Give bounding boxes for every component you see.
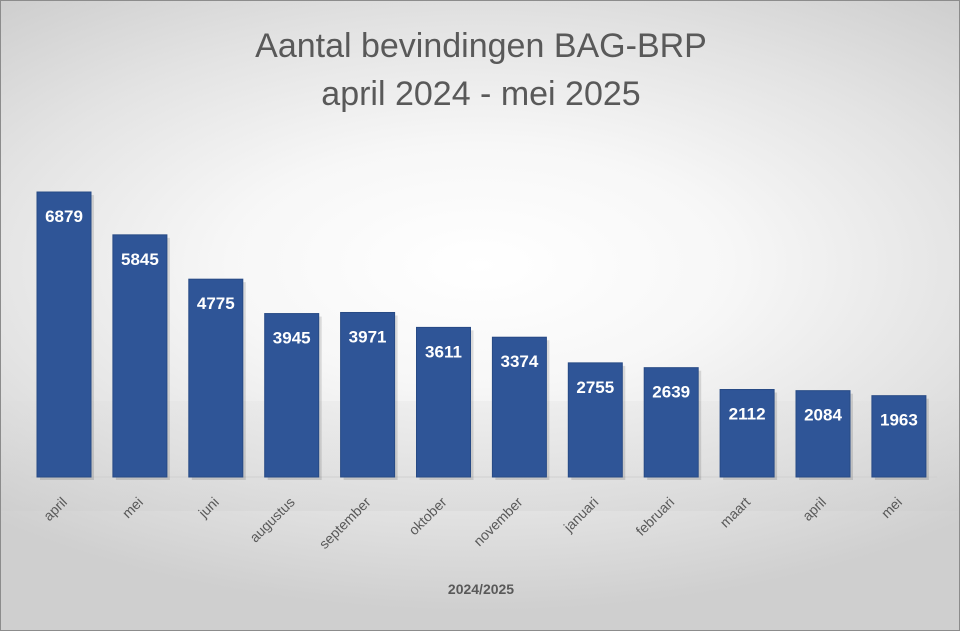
data-label-11: 1963 [880,411,918,430]
x-axis-label: 2024/2025 [447,581,515,597]
data-label-8: 2639 [652,383,690,402]
data-label-4: 3971 [349,327,387,346]
bar-5 [416,326,471,478]
bar-6 [491,336,547,478]
bar-7 [567,362,623,478]
x-tick-label-6: november [470,494,526,550]
bar-2 [188,278,244,478]
bar-0 [36,191,92,478]
data-label-0: 6879 [45,207,83,226]
data-label-3: 3945 [273,329,311,348]
data-label-7: 2755 [576,378,614,397]
x-tick-label-11: mei [878,494,905,521]
x-tick-label-0: april [40,494,70,524]
bar-1 [112,234,168,478]
bar-10 [795,390,851,478]
x-tick-label-9: maart [717,494,754,531]
bar-9 [719,389,775,478]
x-tick-label-4: september [316,494,374,552]
x-tick-label-7: januari [560,494,602,536]
data-label-1: 5845 [121,250,159,269]
data-label-5: 3611 [425,342,462,361]
x-tick-label-3: augustus [246,494,297,545]
x-tick-label-1: mei [119,494,146,521]
x-tick-label-2: juni [194,494,221,521]
bar-4 [340,311,396,478]
data-label-9: 2112 [729,405,766,424]
data-label-2: 4775 [197,294,235,313]
data-label-6: 3374 [500,352,538,371]
x-tick-label-5: oktober [405,494,450,539]
bar-11 [871,395,927,478]
bar-8 [643,367,699,478]
chart-title: Aantal bevindingen BAG-BRP [255,27,707,65]
chart-subtitle: april 2024 - mei 2025 [321,75,641,113]
data-label-10: 2084 [804,406,842,425]
bar-3 [264,313,320,478]
x-tick-label-8: februari [632,494,677,539]
x-tick-label-10: april [799,494,829,524]
